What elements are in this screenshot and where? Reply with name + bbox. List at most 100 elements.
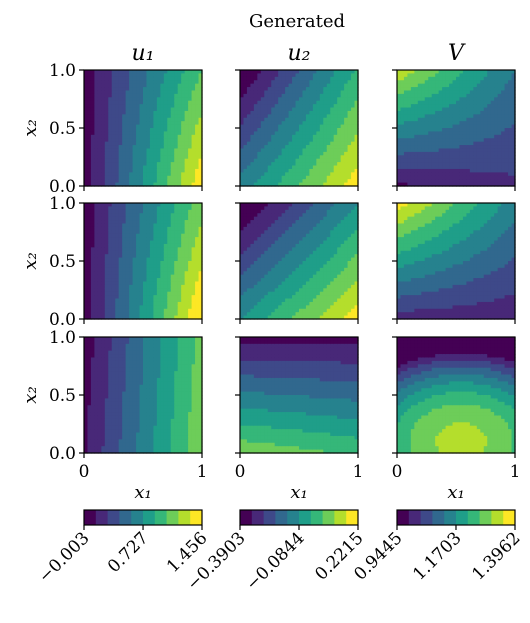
contour-cell [490,76,495,81]
contour-cell [340,104,345,109]
contour-cell [191,141,196,146]
contour-cell [424,162,429,167]
contour-cell [354,172,359,177]
contour-cell [87,243,92,248]
contour-cell [288,179,293,184]
contour-cell [424,141,429,146]
contour-cell [87,162,92,167]
contour-cell [167,121,172,126]
contour-cell [129,240,134,245]
contour-cell [504,155,509,160]
contour-cell [188,267,193,272]
contour-cell [257,312,262,317]
contour-cell [108,131,113,136]
contour-cell [508,131,513,136]
contour-cell [122,175,127,180]
contour-cell [511,80,516,85]
contour-cell [188,138,193,143]
contour-cell [271,298,276,303]
contour-cell [101,134,106,139]
contour-cell [97,114,102,119]
contour-cell [108,97,113,102]
contour-cell [191,220,196,225]
contour-cell [260,117,265,122]
contour-cell [508,168,513,173]
contour-cell [285,100,290,105]
contour-cell [115,243,120,248]
contour-cell [417,165,422,170]
contour-cell [84,291,89,296]
contour-cell [424,107,429,112]
contour-cell [316,107,321,112]
contour-cell [501,76,506,81]
contour-cell [90,76,96,81]
contour-cell [278,162,283,167]
contour-cell [111,237,116,242]
contour-cell [438,182,443,187]
contour-cell [181,165,186,170]
contour-cell [466,87,471,92]
contour-cell [170,104,175,109]
contour-cell [146,250,151,255]
contour-cell [452,70,457,75]
contour-cell [490,141,495,146]
contour-cell [243,117,248,122]
contour-cell [84,206,89,211]
contour-cell [400,110,405,115]
contour-cell [267,247,272,252]
contour-cell [174,76,179,81]
contour-cell [267,223,272,228]
contour-cell [188,80,193,85]
contour-cell [132,281,137,286]
contour-cell [316,97,321,102]
contour-cell [191,76,196,81]
contour-cell [494,70,499,75]
contour-cell [156,233,161,238]
contour-cell [449,107,454,112]
contour-cell [97,104,102,109]
contour-cell [84,134,89,139]
contour-cell [240,138,245,143]
contour-cell [191,216,196,221]
contour-cell [136,168,141,173]
contour-cell [101,315,106,320]
contour-cell [139,138,144,143]
contour-cell [243,284,248,289]
contour-cell [469,134,474,139]
contour-cell [511,151,516,156]
contour-cell [122,213,127,218]
contour-cell [271,264,276,269]
contour-cell [309,93,314,98]
contour-cell [195,284,200,289]
contour-cell [462,93,468,98]
contour-cell [278,165,283,170]
contour-cell [143,165,148,170]
contour-cell [125,312,130,317]
contour-cell [490,172,495,177]
contour-cell [473,117,478,122]
contour-cell [501,100,506,105]
contour-cell [347,107,352,112]
contour-cell [149,162,155,167]
contour-cell [243,107,248,112]
contour-cell [449,90,454,95]
contour-cell [264,131,269,136]
contour-cell [250,168,255,173]
contour-cell [177,97,182,102]
contour-cell [305,182,311,187]
contour-cell [188,93,193,98]
contour-cell [435,73,440,78]
contour-cell [167,267,172,272]
contour-cell [115,162,120,167]
contour-cell [462,124,468,129]
contour-cell [94,87,99,92]
contour-cell [139,315,144,320]
contour-cell [309,138,314,143]
contour-cell [292,70,297,75]
contour-cell [118,298,123,303]
contour-cell [108,162,113,167]
contour-cell [143,73,148,78]
contour-cell [250,206,255,211]
contour-cell [108,209,113,214]
contour-cell [302,73,307,78]
